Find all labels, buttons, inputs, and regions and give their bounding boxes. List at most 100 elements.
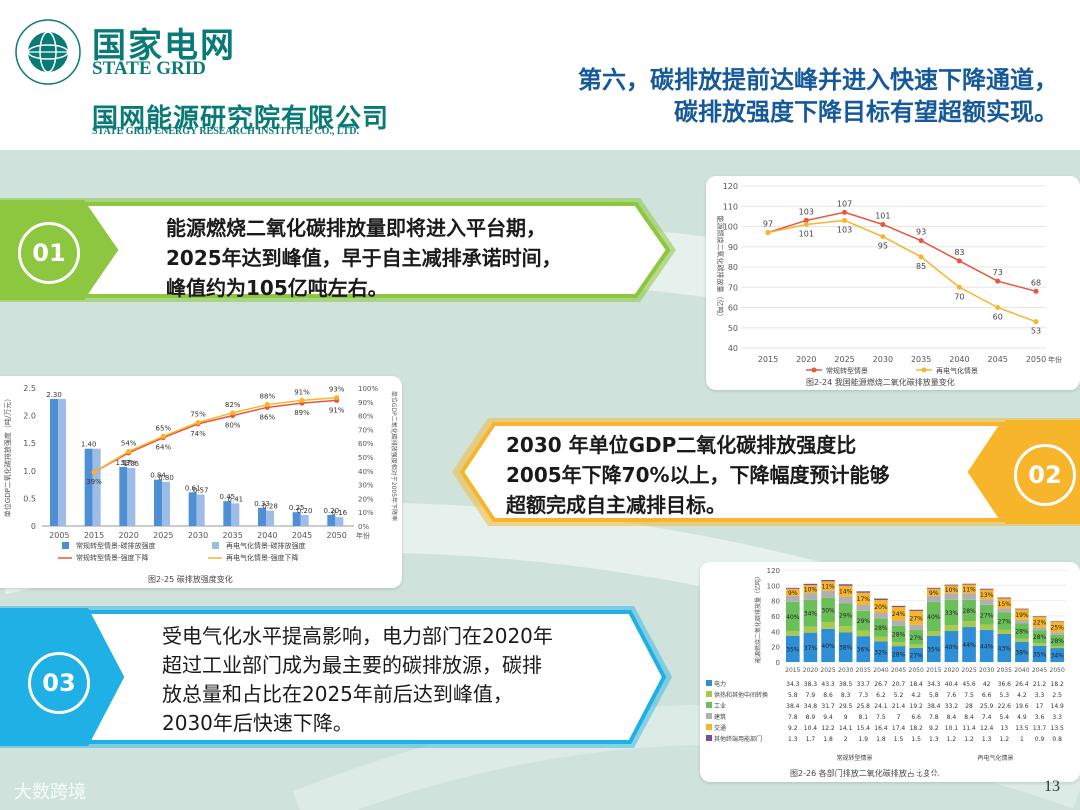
table-cell: 14.1: [839, 725, 853, 732]
stacked-bar-segment: [874, 599, 888, 613]
stacked-bar-segment: [927, 601, 941, 632]
stacked-bar-segment: [1015, 641, 1029, 662]
point-02-line-2: 2005年下降70%以上，下降幅度预计能够: [506, 463, 890, 487]
stacked-bar-segment: [856, 592, 871, 605]
percent-label: 74%: [190, 430, 206, 438]
table-cell: 10.4: [804, 725, 818, 732]
table-cell: 9: [844, 714, 848, 721]
table-cell: 40.4: [945, 681, 959, 688]
bar: [162, 481, 170, 526]
table-cell: 10.1: [945, 725, 959, 732]
percent-label: 39%: [86, 478, 102, 486]
segment-percent-label: 44%: [980, 643, 994, 650]
point-02-badge: 02: [1014, 444, 1076, 506]
table-cell: 5.3: [1000, 692, 1010, 699]
table-cell: 22.6: [998, 703, 1012, 710]
bar: [266, 510, 274, 526]
segment-percent-label: 38%: [1015, 649, 1029, 656]
stacked-bar-segment: [1050, 621, 1064, 622]
y2-tick-label: 30%: [358, 482, 374, 490]
stacked-bar-segment: [803, 593, 818, 600]
stacked-bar-segment: [962, 583, 976, 585]
percent-label: 64%: [156, 444, 172, 452]
segment-percent-label: 14%: [839, 589, 853, 596]
brand-name-cn: 国家电网: [92, 26, 236, 66]
table-cell: 31.7: [821, 703, 835, 710]
stacked-bar-segment: [874, 618, 888, 637]
segment-percent-label: 24%: [892, 611, 906, 618]
bar-label: 0.57: [193, 487, 209, 495]
y-axis-label: 能源燃烧二氧化碳排放量（亿吨）: [716, 216, 725, 321]
bar: [231, 503, 240, 526]
bar: [196, 494, 205, 526]
stacked-bar-segment: [1032, 627, 1047, 631]
stacked-bar-segment: [1032, 630, 1047, 644]
stacked-bar-segment: [962, 599, 976, 622]
stacked-bar-segment: [1032, 616, 1047, 628]
data-label: 101: [799, 229, 814, 238]
stacked-bar-segment: [838, 603, 853, 627]
stacked-bar-segment: [821, 579, 835, 582]
segment-percent-label: 28%: [874, 625, 888, 632]
table-cell: 19.2: [910, 703, 924, 710]
stacked-bar-segment: [1015, 623, 1029, 639]
table-cell: 21.4: [892, 703, 906, 710]
table-cell: 2: [844, 736, 848, 743]
stacked-bar-segment: [979, 588, 994, 590]
stacked-bar-segment: [786, 587, 800, 589]
segment-percent-label: 27%: [910, 635, 924, 642]
table-cell: 25.8: [857, 703, 871, 710]
segment-percent-label: 40%: [927, 614, 941, 621]
stacked-bar-segment: [821, 581, 835, 591]
stacked-bar-segment: [856, 630, 871, 637]
legend-swatch: [706, 724, 712, 730]
watermark-right: 中国电力: [905, 758, 994, 783]
intensity-bar-chart-card: 0 0.5 1.0 1.5 2.0 2.5 0% 10% 20% 30% 40% 50% 60% 70% 8…: [0, 376, 402, 588]
point-02-text: 2030 年单位GDP二氧化碳排放强度比 2005年下降70%以上，下降幅度预计…: [506, 430, 890, 520]
table-cell: 26.4: [1015, 681, 1029, 688]
stacked-bar-segment: [891, 642, 906, 647]
legend-label: 常规转型情景-碳排放强度: [76, 541, 156, 550]
stacked-bar-segment: [856, 610, 871, 631]
legend-swatch-dot: [811, 367, 817, 373]
table-cell: 1.2: [947, 736, 957, 743]
data-point: [918, 238, 924, 244]
y-tick-label: 2.5: [23, 384, 36, 393]
segment-percent-label: 29%: [857, 618, 871, 625]
segment-percent-label: 28%: [1033, 634, 1047, 641]
y-tick-label: 80: [771, 598, 780, 606]
y2-tick-label: 70%: [358, 426, 374, 434]
table-cell: 7.8: [929, 714, 939, 721]
stacked-bar-segment: [803, 585, 818, 594]
percent-label: 93%: [329, 386, 345, 394]
table-cell: 2.5: [1052, 692, 1062, 699]
institute-name-cn: 国网能源研究院有限公司: [92, 104, 390, 134]
stacked-bar-segment: [891, 620, 906, 626]
x-tick-label: 2030: [838, 667, 853, 674]
stacked-bar-segment: [786, 631, 800, 636]
stacked-bar-segment: [891, 605, 906, 608]
legend-label: 交通: [714, 724, 726, 732]
percent-line-0: [93, 399, 337, 473]
x-tick-label: 2045: [891, 667, 906, 674]
emissions-line-chart: 40 50 60 70 80 90 100 110 120 2015 2020 2025 2030 203…: [716, 182, 1062, 387]
table-cell: 7.5: [964, 692, 974, 699]
percent-label: 89%: [294, 409, 310, 417]
point-01-badge: 01: [18, 222, 80, 284]
series-line-0: [767, 211, 1037, 293]
percent-point: [160, 433, 166, 439]
table-cell: 1.9: [859, 736, 869, 743]
segment-percent-label: 13%: [980, 592, 994, 599]
stacked-bar-segment: [1032, 616, 1047, 617]
segment-percent-label: 9%: [929, 590, 939, 597]
legend-label: 再电气化情景: [936, 366, 978, 375]
segment-percent-label: 35%: [786, 646, 800, 653]
stacked-bar-segment: [909, 644, 923, 648]
legend-label: 常规转型情景: [826, 366, 868, 375]
percent-label: 82%: [225, 401, 241, 409]
chart-caption: 图2-25 碳排放强度变化: [148, 574, 233, 584]
data-label: 53: [1031, 327, 1041, 336]
point-03-line-1: 受电气化水平提高影响，电力部门在2020年: [162, 624, 553, 648]
legend-label: 供热和其他中间转换: [714, 691, 768, 699]
stacked-bar-segment: [1032, 645, 1047, 662]
